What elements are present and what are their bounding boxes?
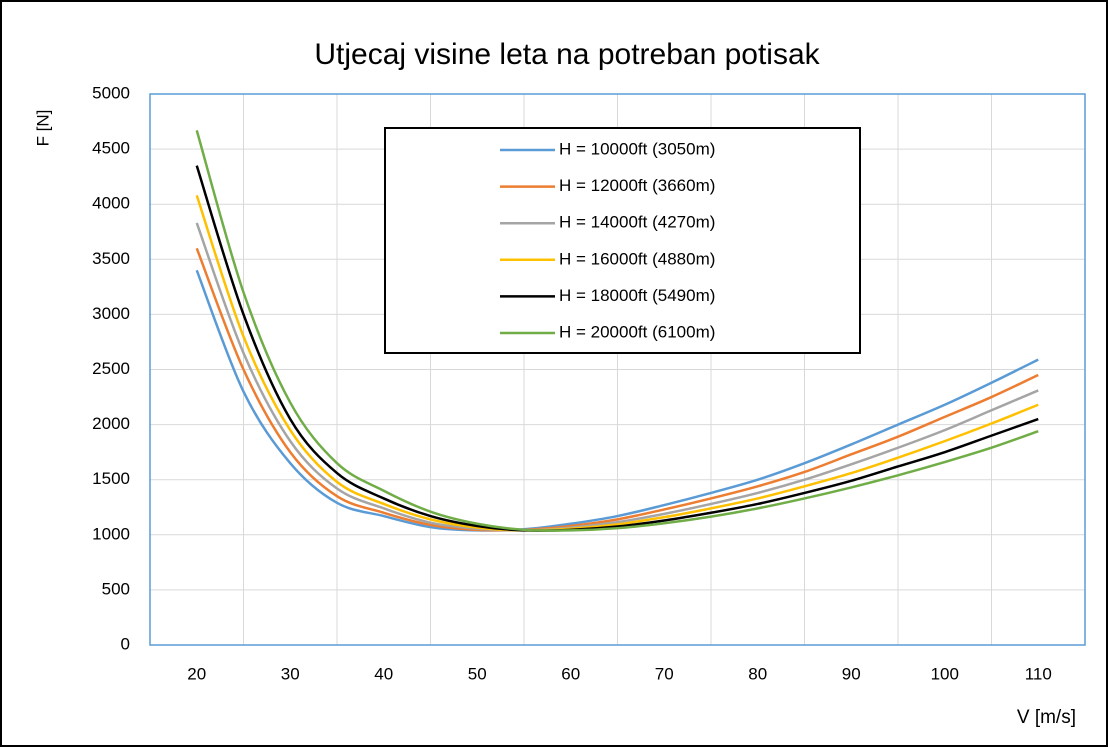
- y-tick-label: 4500: [92, 139, 130, 158]
- chart-title: Utjecaj visine leta na potreban potisak: [314, 38, 820, 71]
- y-tick-label: 3000: [92, 304, 130, 323]
- x-tick-label: 60: [561, 664, 580, 683]
- x-tick-label: 90: [842, 664, 861, 683]
- plot-frame: [149, 93, 1086, 646]
- legend-label: H = 14000ft (4270m): [559, 213, 715, 232]
- x-tick-label: 40: [374, 664, 393, 683]
- y-tick-label: 2000: [92, 414, 130, 433]
- y-tick-label: 1500: [92, 469, 130, 488]
- legend-label: H = 18000ft (5490m): [559, 286, 715, 305]
- x-tick-label: 80: [748, 664, 767, 683]
- y-tick-label: 3500: [92, 249, 130, 268]
- y-tick-label: 500: [102, 579, 130, 598]
- legend-label: H = 20000ft (6100m): [559, 322, 715, 341]
- x-tick-label: 20: [187, 664, 206, 683]
- y-tick-label: 5000: [92, 83, 130, 102]
- series-line: [195, 194, 1039, 532]
- series-line: [195, 269, 1039, 532]
- x-tick-label: 30: [281, 664, 300, 683]
- x-axis-label: V [m/s]: [1017, 707, 1076, 728]
- y-tick-label: 1000: [92, 524, 130, 543]
- x-tick-label: 110: [1025, 664, 1052, 683]
- legend-box: [384, 127, 861, 354]
- series-line: [195, 247, 1039, 532]
- x-tick-label: 50: [468, 664, 487, 683]
- y-tick-label: 2500: [92, 359, 130, 378]
- y-tick-label: 0: [121, 634, 130, 653]
- series-line: [195, 130, 1039, 532]
- legend-label: H = 16000ft (4880m): [559, 249, 715, 268]
- legend-label: H = 12000ft (3660m): [559, 176, 715, 195]
- y-tick-label: 4000: [92, 194, 130, 213]
- x-tick-label: 70: [655, 664, 674, 683]
- series-line: [195, 222, 1039, 532]
- x-tick-label: 100: [931, 664, 959, 683]
- legend-label: H = 10000ft (3050m): [559, 139, 715, 158]
- y-axis-label: F [N]: [33, 110, 52, 147]
